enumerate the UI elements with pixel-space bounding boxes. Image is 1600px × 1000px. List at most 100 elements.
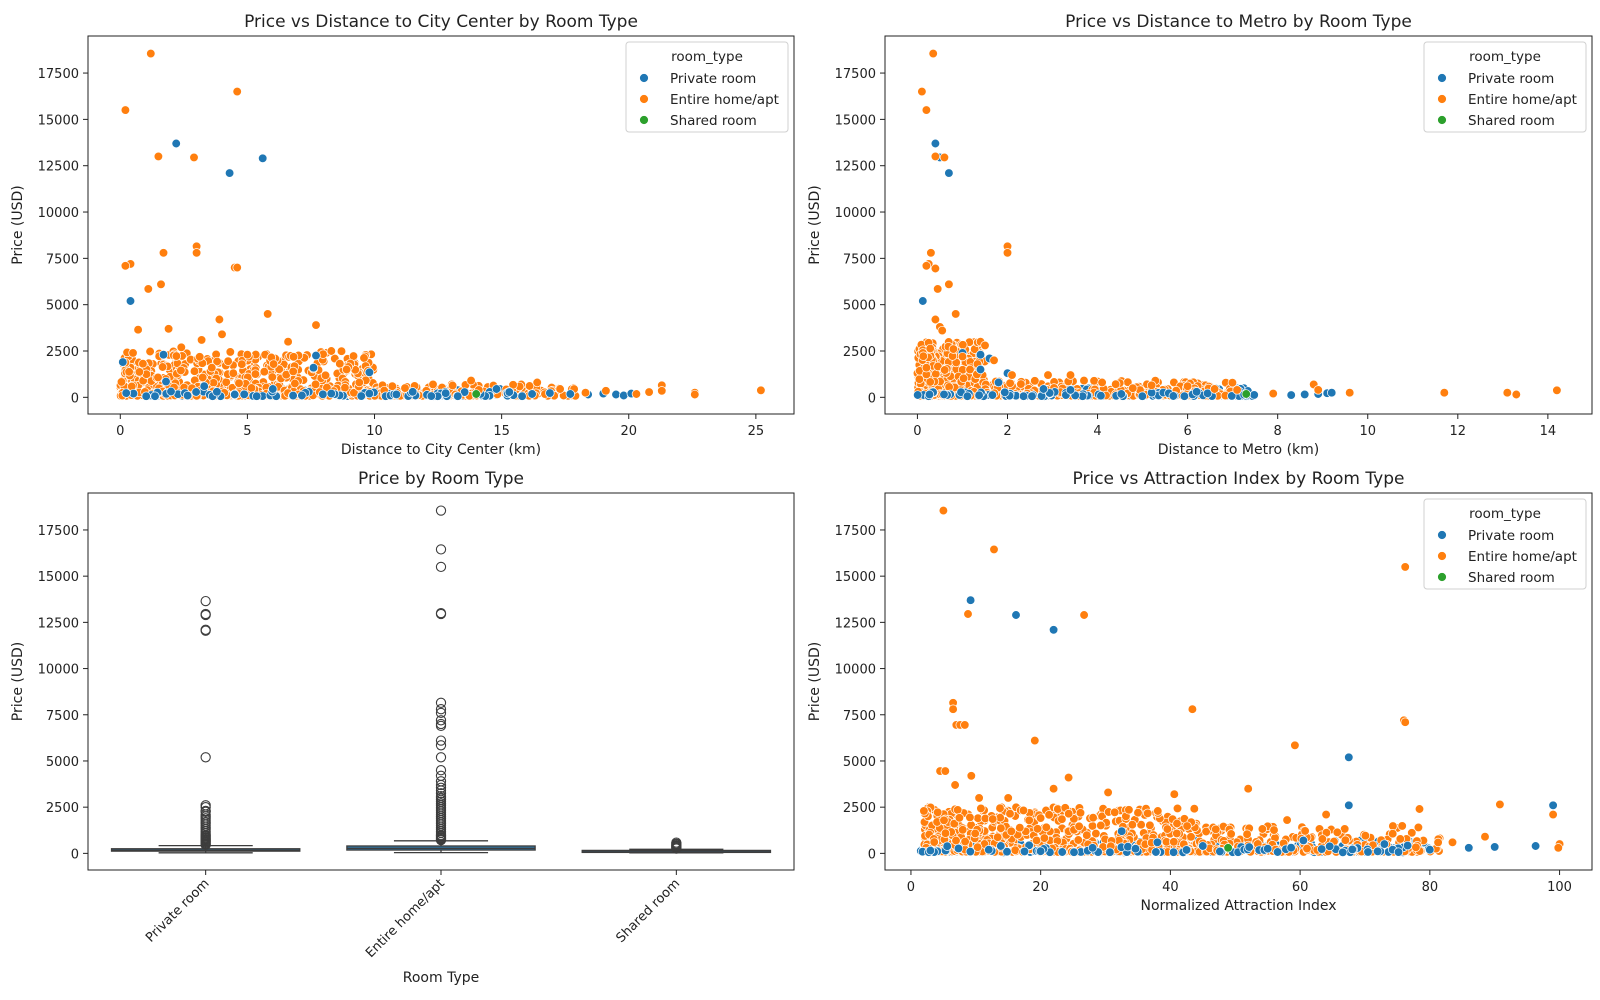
data-point-dense — [925, 343, 935, 354]
data-point-dense — [1105, 847, 1115, 857]
data-point-dense — [1116, 389, 1126, 399]
data-point — [1198, 841, 1208, 851]
data-point-dense — [1373, 846, 1383, 856]
data-point-dense — [1153, 806, 1163, 816]
outlier-point — [435, 782, 447, 793]
outlier-point — [435, 788, 447, 799]
y-tick-label: 17500 — [38, 67, 79, 82]
data-point-dense — [1272, 847, 1283, 857]
data-point-dense — [1402, 840, 1413, 851]
data-point — [504, 387, 514, 397]
data-point — [133, 325, 143, 335]
data-point-dense — [1182, 821, 1192, 831]
data-point — [989, 355, 999, 365]
data-point-dense — [288, 352, 299, 362]
data-point — [1043, 370, 1053, 380]
data-point — [214, 314, 225, 325]
data-point-dense — [1338, 847, 1348, 857]
data-point-dense — [1057, 814, 1067, 824]
data-point — [1002, 248, 1013, 258]
data-point — [156, 279, 166, 289]
data-point-dense — [1388, 829, 1398, 839]
data-point-dense — [925, 377, 935, 387]
data-point — [1003, 793, 1013, 803]
data-point — [1530, 841, 1541, 851]
legend-marker — [1437, 94, 1447, 104]
data-point-dense — [1035, 813, 1046, 823]
data-point-dense — [958, 825, 968, 835]
x-axis-label: Distance to Metro (km) — [1158, 442, 1320, 458]
data-point — [532, 377, 542, 388]
x-tick-label: 0 — [116, 424, 124, 439]
data-point-dense — [340, 383, 350, 393]
x-tick-label: 14 — [1540, 424, 1557, 439]
panel-4: Price vs Attraction Index by Room Type 0 2… — [807, 469, 1593, 914]
data-point — [128, 348, 138, 358]
data-point-dense — [1172, 828, 1182, 839]
data-point-dense — [212, 356, 222, 367]
y-tick-label: 10000 — [38, 663, 79, 678]
data-point-dense — [239, 389, 249, 399]
data-point — [921, 363, 932, 373]
y-tick-label: 10000 — [835, 206, 876, 221]
data-point-dense — [1181, 845, 1192, 855]
data-point — [965, 595, 976, 605]
data-point — [975, 364, 986, 375]
data-point-dense — [290, 378, 300, 389]
data-point — [1286, 390, 1296, 400]
data-point-dense — [939, 815, 949, 825]
data-point — [1241, 389, 1251, 399]
data-point — [1117, 826, 1127, 836]
legend-title: room_type — [671, 49, 743, 65]
data-point-dense — [995, 813, 1005, 823]
legend-box — [1423, 498, 1587, 590]
data-point — [1345, 388, 1355, 398]
data-point — [975, 350, 986, 360]
data-point-dense — [250, 369, 261, 379]
x-tick-label: 12 — [1450, 424, 1467, 439]
data-point-dense — [453, 391, 463, 401]
data-point-dense — [447, 380, 458, 391]
legend-label: Entire home/apt — [670, 92, 779, 108]
data-point — [928, 48, 938, 59]
data-point-dense — [1143, 808, 1153, 818]
data-point — [428, 379, 438, 390]
y-tick-label: 0 — [868, 847, 876, 862]
data-point — [1030, 735, 1040, 746]
data-point-dense — [1057, 847, 1067, 857]
data-point — [283, 337, 293, 347]
outlier-point — [200, 595, 211, 607]
data-point — [963, 609, 973, 619]
data-point — [176, 342, 186, 352]
data-point-dense — [234, 378, 244, 388]
data-point-dense — [1286, 843, 1296, 853]
data-point-dense — [1096, 820, 1106, 831]
data-point-dense — [954, 813, 965, 823]
data-point-dense — [1215, 846, 1225, 857]
data-point — [1298, 835, 1309, 846]
data-point-dense — [1074, 821, 1084, 831]
y-tick-label: 7500 — [46, 709, 79, 724]
data-point-dense — [1411, 842, 1421, 852]
data-point — [1300, 389, 1310, 400]
data-point-dense — [1249, 390, 1259, 400]
data-point — [1553, 843, 1563, 853]
data-point — [1425, 845, 1435, 855]
data-point — [1439, 388, 1449, 398]
data-point — [341, 364, 352, 375]
data-point — [230, 389, 240, 400]
y-axis-label: Price (USD) — [807, 185, 823, 264]
data-point — [199, 381, 209, 391]
data-point — [1048, 625, 1059, 635]
data-point-dense — [1360, 831, 1371, 841]
data-point-dense — [1005, 378, 1015, 388]
data-point — [1502, 388, 1512, 398]
legend-box — [625, 41, 789, 133]
data-point — [326, 388, 336, 399]
data-point-dense — [1111, 379, 1121, 389]
scatter-points — [115, 48, 766, 401]
data-point — [1103, 787, 1113, 798]
data-point-dense — [1044, 810, 1054, 820]
data-point-dense — [993, 832, 1003, 842]
outlier-point — [435, 735, 447, 746]
